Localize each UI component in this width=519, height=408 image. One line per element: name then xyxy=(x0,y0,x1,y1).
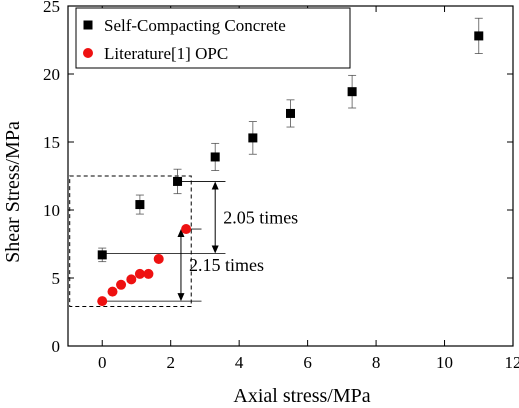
legend-label-scc: Self-Compacting Concrete xyxy=(104,16,286,35)
plot-area: 0 2 4 6 8 10 12 0 5 10 15 20 25 2.05 times 2.15 times xyxy=(43,0,519,372)
legend-label-opc: Literature[1] OPC xyxy=(104,44,228,63)
arrow-upper-head-top xyxy=(211,181,219,190)
legend: Self-Compacting Concrete Literature[1] O… xyxy=(75,7,351,69)
opc-point xyxy=(116,279,127,290)
x-tick-label: 2 xyxy=(166,353,175,372)
opc-point xyxy=(107,286,118,297)
x-tick-label: 4 xyxy=(235,353,244,372)
x-tick-label: 6 xyxy=(303,353,312,372)
x-tick-label: 10 xyxy=(436,353,453,372)
opc-point xyxy=(181,224,192,235)
opc-point xyxy=(134,268,145,279)
scc-point xyxy=(474,31,484,41)
y-tick-label: 20 xyxy=(43,65,60,84)
highlight-box xyxy=(69,175,192,308)
scc-point xyxy=(97,250,107,260)
legend-box xyxy=(75,7,351,69)
y-tick-label: 10 xyxy=(43,201,60,220)
legend-marker-scc xyxy=(83,20,93,30)
scc-point xyxy=(286,108,295,118)
scc-point xyxy=(135,200,145,210)
opc-point xyxy=(126,274,137,285)
arrow-upper-head-bottom xyxy=(211,245,219,254)
scc-point xyxy=(210,152,220,162)
opc-point xyxy=(153,253,164,264)
x-tick-label: 0 xyxy=(98,353,107,372)
scc-point xyxy=(248,133,258,143)
x-tick-label: 12 xyxy=(505,353,519,372)
y-axis-title: Shear Stress/MPa xyxy=(2,121,24,263)
opc-point xyxy=(97,296,108,307)
plot-frame xyxy=(67,5,514,347)
opc-point xyxy=(143,268,154,279)
y-tick-label: 15 xyxy=(43,133,60,152)
y-tick-label: 25 xyxy=(43,0,60,16)
y-tick-label: 0 xyxy=(52,337,61,356)
y-tick-label: 5 xyxy=(52,269,61,288)
scc-point xyxy=(173,176,183,186)
arrow-lower-head-top xyxy=(177,229,185,238)
x-axis-title: Axial stress/MPa xyxy=(233,385,370,407)
annotation-upper: 2.05 times xyxy=(223,207,298,227)
legend-marker-opc xyxy=(83,48,93,58)
annotation-lower: 2.15 times xyxy=(189,255,264,275)
x-tick-label: 8 xyxy=(372,353,381,372)
arrow-lower-head-bottom xyxy=(177,293,185,302)
scc-point xyxy=(347,87,357,97)
